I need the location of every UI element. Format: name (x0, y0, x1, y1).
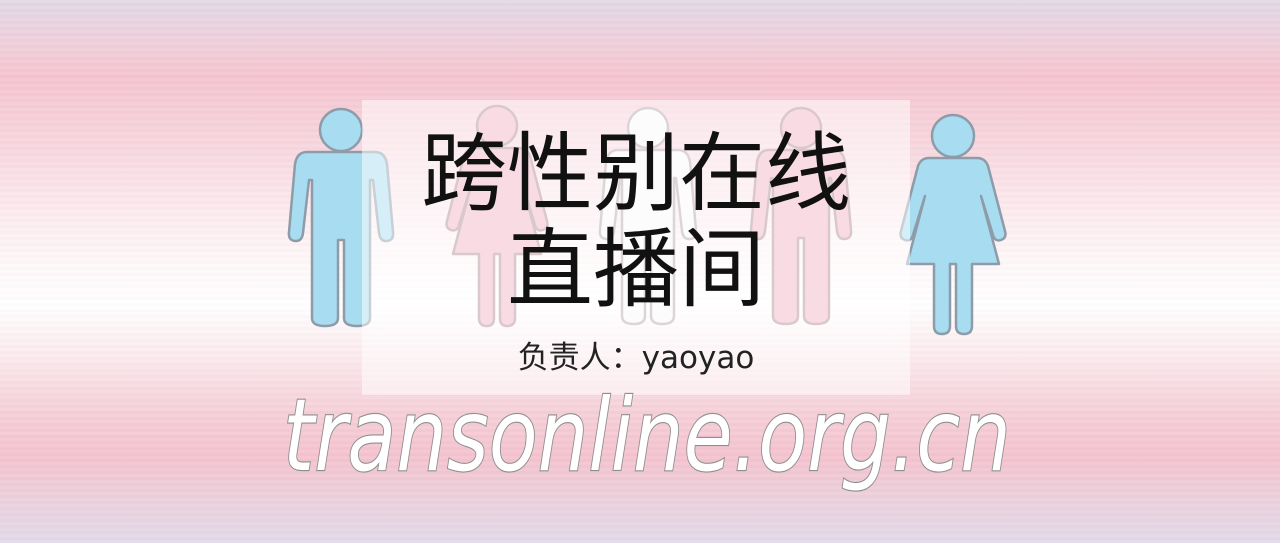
site-url-watermark: transonline.org.cn (283, 377, 1011, 494)
title-line-1: 跨性别在线 (421, 124, 851, 224)
title-line-2: 直播间 (507, 220, 765, 320)
host-subtitle: 负责人：yaoyao (517, 340, 755, 376)
title-backdrop-panel (362, 100, 910, 395)
